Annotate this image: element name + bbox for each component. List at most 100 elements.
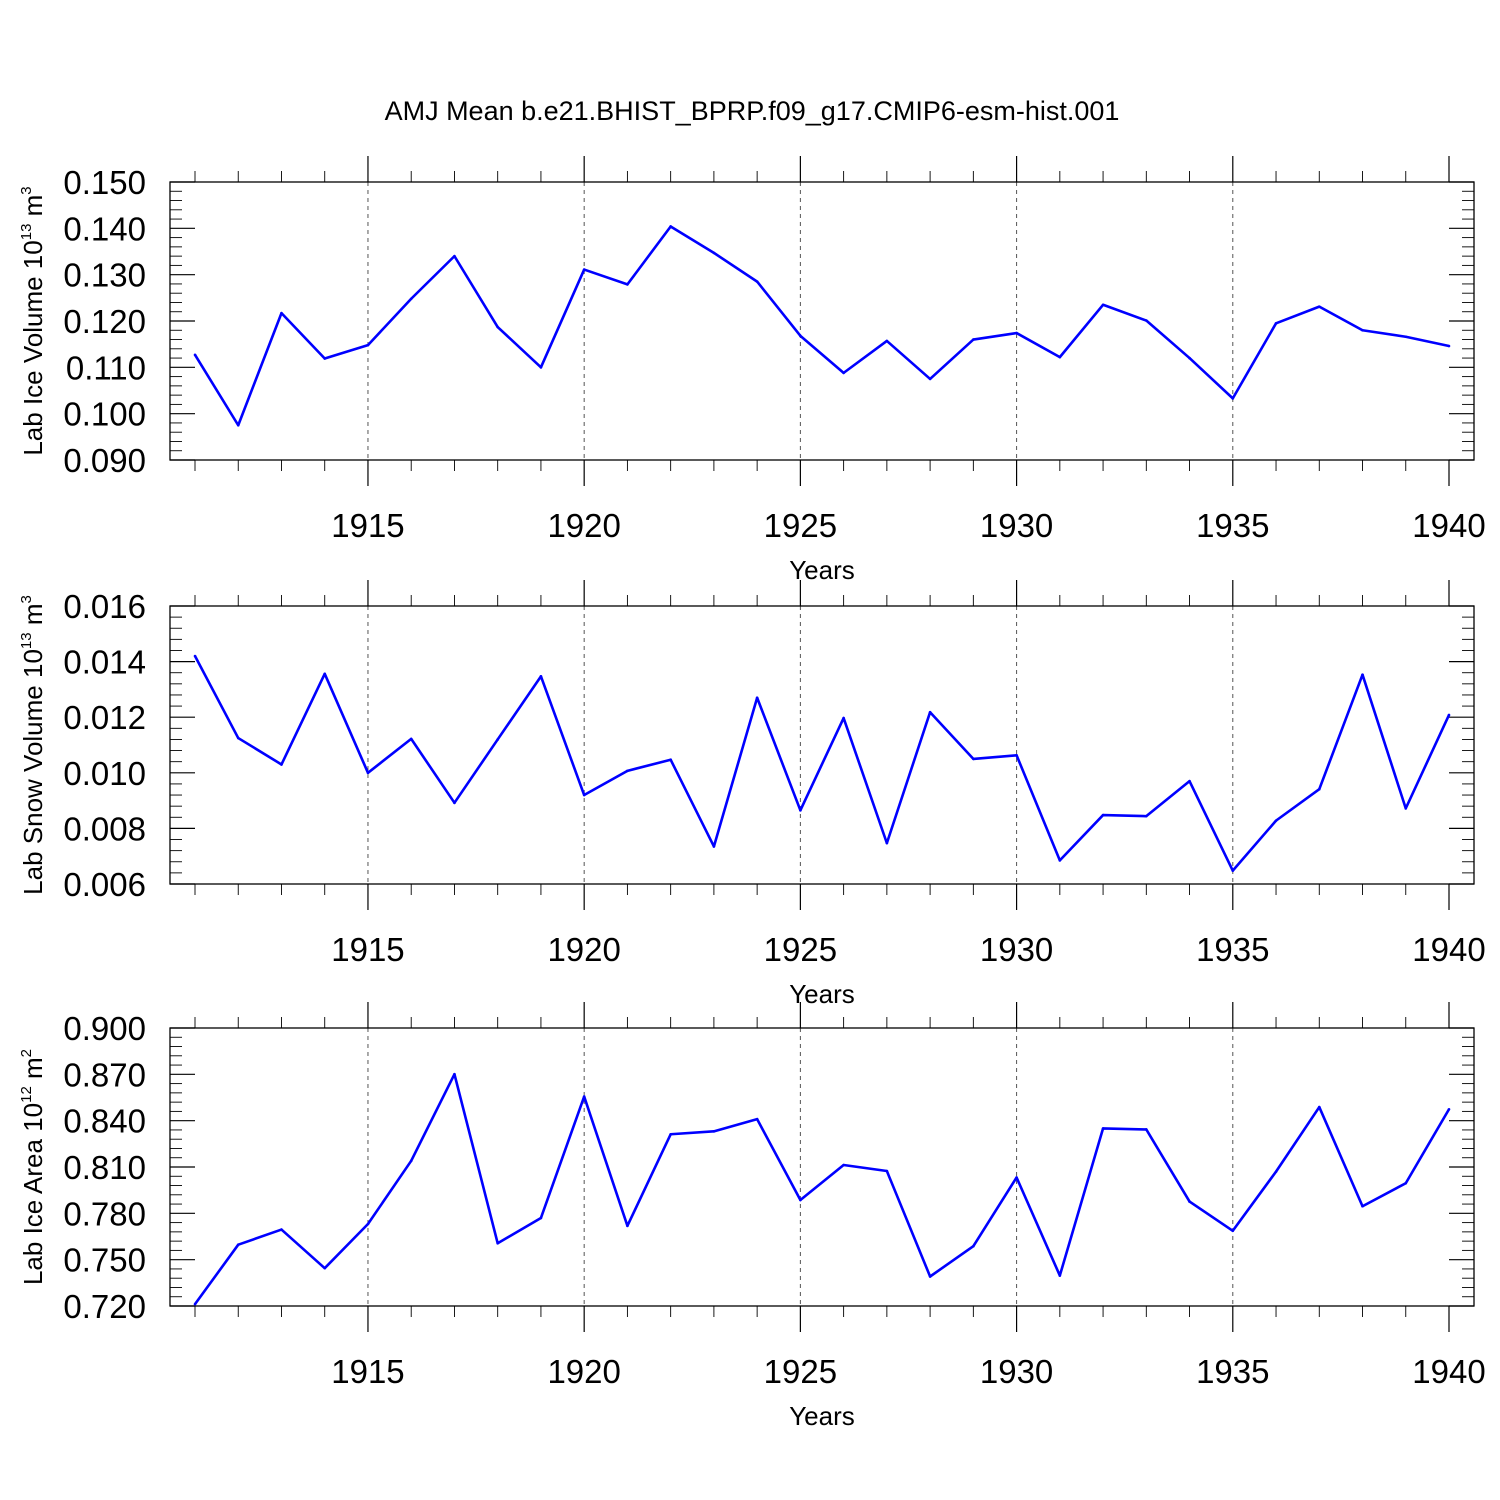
x-tick-label-1925: 1925 [764, 931, 837, 968]
x-tick-label-1930: 1930 [980, 507, 1053, 544]
y-tick-label-0.870: 0.870 [63, 1056, 146, 1093]
data-point-1916 [409, 297, 413, 301]
y-axis-title-unit-exponent: 3 [18, 595, 35, 603]
data-point-1938 [1361, 328, 1364, 332]
data-point-1917 [453, 254, 456, 258]
y-axis-title-unit-exponent: 3 [18, 186, 35, 194]
data-point-1937 [1317, 787, 1321, 791]
data-point-1933 [1145, 1128, 1148, 1131]
x-tick-label-1935: 1935 [1196, 931, 1269, 968]
series-line [193, 1072, 1451, 1305]
data-point-1914 [323, 1266, 327, 1270]
y-tick-label-0.120: 0.120 [63, 303, 146, 340]
y-tick-label-0.012: 0.012 [63, 699, 146, 736]
x-axis-title: Years [789, 555, 855, 585]
x-tick-label-1935: 1935 [1196, 507, 1269, 544]
y-tick-label-0.750: 0.750 [63, 1242, 146, 1279]
data-point-1923 [712, 845, 716, 848]
series-line [193, 225, 1450, 427]
data-point-1913 [280, 311, 283, 315]
y-axis-title-main: Lab Ice Volume 10 [18, 240, 48, 455]
data-point-1928 [928, 710, 932, 714]
data-point-1917 [453, 801, 456, 805]
data-point-1932 [1101, 1127, 1105, 1130]
y-tick-label-0.780: 0.780 [63, 1195, 146, 1232]
data-point-1928 [928, 1275, 932, 1278]
data-point-1927 [885, 1169, 889, 1173]
y-tick-label-0.010: 0.010 [63, 755, 146, 792]
x-tick-label-1915: 1915 [331, 1353, 404, 1390]
y-tick-label-0.016: 0.016 [63, 588, 146, 625]
data-point-1911 [193, 654, 197, 658]
y-axis-title-exponent: 13 [18, 224, 35, 241]
data-point-1939 [1404, 807, 1408, 810]
data-point-1929 [972, 757, 975, 761]
data-point-1924 [755, 1117, 759, 1121]
y-axis-title-main: Lab Snow Volume 10 [18, 649, 48, 895]
data-point-1930 [1015, 1176, 1018, 1179]
data-point-1923 [712, 1130, 716, 1133]
data-point-1918 [496, 1241, 499, 1245]
y-tick-label-0.100: 0.100 [63, 396, 146, 433]
data-point-1927 [885, 841, 889, 845]
data-point-1925 [799, 1198, 802, 1202]
y-tick-label-0.840: 0.840 [63, 1103, 146, 1140]
data-point-1914 [323, 672, 327, 676]
data-point-1934 [1188, 356, 1191, 360]
y-axis-title: Lab Ice Area 1012 m2 [18, 1049, 48, 1285]
data-point-1922 [669, 225, 672, 228]
series-line [193, 655, 1451, 872]
y-tick-label-0.014: 0.014 [63, 644, 146, 681]
data-point-1924 [755, 696, 759, 700]
x-tick-label-1940: 1940 [1412, 931, 1485, 968]
data-point-1930 [1015, 753, 1018, 757]
data-point-1917 [453, 1072, 456, 1076]
panel-ice-volume: 1915 1920 1925 1930 1935 1940 0.090 0.100 0.110 0… [18, 156, 1486, 585]
data-point-1919 [539, 1216, 543, 1220]
data-point-1936 [1274, 322, 1278, 325]
y-tick-label-0.110: 0.110 [66, 349, 146, 386]
data-point-1936 [1274, 819, 1278, 822]
y-tick-label-0.140: 0.140 [63, 210, 146, 247]
data-point-1929 [972, 338, 975, 341]
data-point-1926 [842, 1163, 845, 1167]
data-point-1934 [1188, 779, 1191, 783]
data-point-1924 [755, 280, 759, 283]
x-tick-label-1930: 1930 [980, 931, 1053, 968]
y-axis-title-exponent: 13 [18, 632, 35, 649]
data-point-1940 [1447, 713, 1451, 717]
x-tick-label-1920: 1920 [547, 931, 620, 968]
x-axis-title: Years [789, 1401, 855, 1431]
y-tick-label-0.810: 0.810 [63, 1149, 146, 1186]
data-point-1913 [280, 763, 283, 766]
data-point-1935 [1231, 1229, 1235, 1233]
x-tick-label-1920: 1920 [547, 1353, 620, 1390]
data-point-1928 [928, 377, 932, 381]
data-point-1931 [1058, 859, 1062, 862]
x-tick-label-1940: 1940 [1412, 1353, 1485, 1390]
data-point-1937 [1317, 1105, 1321, 1109]
data-point-1920 [582, 268, 586, 271]
data-point-1932 [1101, 813, 1105, 817]
data-point-1911 [193, 353, 197, 357]
data-point-1920 [582, 1095, 586, 1098]
x-tick-label-1915: 1915 [331, 507, 404, 544]
y-tick-label-0.006: 0.006 [63, 866, 146, 903]
data-point-1938 [1361, 1204, 1364, 1208]
y-axis-title-unit: m [18, 604, 48, 633]
data-point-1926 [842, 371, 845, 375]
data-point-1927 [885, 339, 889, 343]
data-point-1914 [323, 357, 327, 360]
data-point-1912 [236, 1243, 240, 1246]
data-point-1926 [842, 716, 845, 720]
data-point-1915 [366, 1222, 370, 1226]
y-tick-label-0.008: 0.008 [63, 810, 146, 847]
x-axis-title: Years [789, 979, 855, 1009]
data-point-1938 [1361, 673, 1364, 676]
data-point-1925 [799, 334, 802, 338]
x-tick-label-1925: 1925 [764, 507, 837, 544]
data-point-1929 [972, 1244, 975, 1248]
y-tick-label-0.090: 0.090 [63, 442, 146, 479]
y-axis-title-exponent: 12 [18, 1086, 35, 1103]
